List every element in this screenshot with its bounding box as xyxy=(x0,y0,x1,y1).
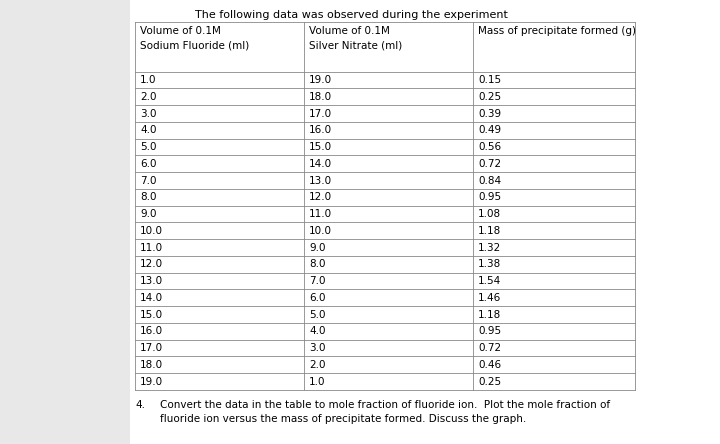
Text: 16.0: 16.0 xyxy=(309,125,332,135)
Text: fluoride ion versus the mass of precipitate formed. Discuss the graph.: fluoride ion versus the mass of precipit… xyxy=(160,414,526,424)
Text: 19.0: 19.0 xyxy=(140,377,163,387)
Text: 13.0: 13.0 xyxy=(309,175,332,186)
Text: 0.84: 0.84 xyxy=(478,175,501,186)
Text: 5.0: 5.0 xyxy=(140,142,156,152)
Text: 2.0: 2.0 xyxy=(309,360,325,370)
Text: 11.0: 11.0 xyxy=(309,209,332,219)
Text: 0.95: 0.95 xyxy=(478,192,501,202)
Bar xyxy=(130,0,720,444)
Text: 3.0: 3.0 xyxy=(140,109,156,119)
Text: Volume of 0.1M
Silver Nitrate (ml): Volume of 0.1M Silver Nitrate (ml) xyxy=(309,26,402,50)
Text: 6.0: 6.0 xyxy=(309,293,325,303)
Text: 17.0: 17.0 xyxy=(140,343,163,353)
Text: 18.0: 18.0 xyxy=(309,92,332,102)
Text: 0.95: 0.95 xyxy=(478,326,501,337)
Text: 0.46: 0.46 xyxy=(478,360,501,370)
Text: 17.0: 17.0 xyxy=(309,109,332,119)
Text: 12.0: 12.0 xyxy=(140,259,163,270)
Text: 8.0: 8.0 xyxy=(309,259,325,270)
Text: 19.0: 19.0 xyxy=(309,75,332,85)
Text: 14.0: 14.0 xyxy=(309,159,332,169)
Text: Volume of 0.1M
Sodium Fluoride (ml): Volume of 0.1M Sodium Fluoride (ml) xyxy=(140,26,249,50)
Text: 4.0: 4.0 xyxy=(140,125,156,135)
Text: 0.56: 0.56 xyxy=(478,142,501,152)
Text: 0.49: 0.49 xyxy=(478,125,501,135)
Text: 4.0: 4.0 xyxy=(309,326,325,337)
Text: 0.25: 0.25 xyxy=(478,377,501,387)
Text: Convert the data in the table to mole fraction of fluoride ion.  Plot the mole f: Convert the data in the table to mole fr… xyxy=(160,400,610,410)
Text: 11.0: 11.0 xyxy=(140,242,163,253)
Text: 18.0: 18.0 xyxy=(140,360,163,370)
Text: 15.0: 15.0 xyxy=(309,142,332,152)
Text: 1.32: 1.32 xyxy=(478,242,501,253)
Text: 1.08: 1.08 xyxy=(478,209,501,219)
Text: 0.72: 0.72 xyxy=(478,159,501,169)
Text: 7.0: 7.0 xyxy=(140,175,156,186)
Bar xyxy=(135,22,635,390)
Text: 1.54: 1.54 xyxy=(478,276,501,286)
Text: 15.0: 15.0 xyxy=(140,309,163,320)
Text: 10.0: 10.0 xyxy=(309,226,332,236)
Text: 0.25: 0.25 xyxy=(478,92,501,102)
Text: 2.0: 2.0 xyxy=(140,92,156,102)
Text: 8.0: 8.0 xyxy=(140,192,156,202)
Text: 0.72: 0.72 xyxy=(478,343,501,353)
Text: 5.0: 5.0 xyxy=(309,309,325,320)
Text: 1.38: 1.38 xyxy=(478,259,501,270)
Text: 6.0: 6.0 xyxy=(140,159,156,169)
Text: 16.0: 16.0 xyxy=(140,326,163,337)
Text: 9.0: 9.0 xyxy=(140,209,156,219)
Text: 1.18: 1.18 xyxy=(478,226,501,236)
Text: 7.0: 7.0 xyxy=(309,276,325,286)
Text: 9.0: 9.0 xyxy=(309,242,325,253)
Text: 0.39: 0.39 xyxy=(478,109,501,119)
Text: The following data was observed during the experiment: The following data was observed during t… xyxy=(195,10,508,20)
Text: 14.0: 14.0 xyxy=(140,293,163,303)
Text: 1.0: 1.0 xyxy=(309,377,325,387)
Text: Mass of precipitate formed (g): Mass of precipitate formed (g) xyxy=(478,26,636,36)
Text: 0.15: 0.15 xyxy=(478,75,501,85)
Text: 1.0: 1.0 xyxy=(140,75,156,85)
Text: 1.46: 1.46 xyxy=(478,293,501,303)
Text: 13.0: 13.0 xyxy=(140,276,163,286)
Text: 10.0: 10.0 xyxy=(140,226,163,236)
Text: 3.0: 3.0 xyxy=(309,343,325,353)
Text: 4.: 4. xyxy=(135,400,145,410)
Text: 12.0: 12.0 xyxy=(309,192,332,202)
Text: 1.18: 1.18 xyxy=(478,309,501,320)
